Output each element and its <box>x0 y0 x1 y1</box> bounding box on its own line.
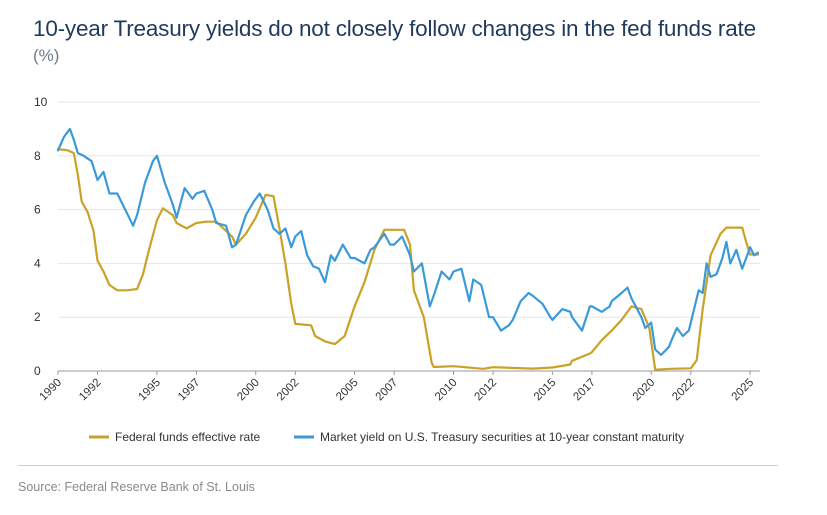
y-tick-label: 10 <box>34 95 48 109</box>
x-tick-label: 2010 <box>433 377 460 404</box>
x-tick-label: 2002 <box>275 377 302 404</box>
grid-lines <box>58 101 760 372</box>
y-axis: 0 2 4 6 8 10 <box>34 95 48 378</box>
y-tick-label: 0 <box>34 364 41 378</box>
unit-label: (%) <box>33 46 60 65</box>
x-tick-label: 1992 <box>77 377 104 404</box>
x-tick-label: 2005 <box>334 377 361 404</box>
x-tick-label: 2022 <box>670 377 697 404</box>
legend: Federal funds effective rate Market yield… <box>89 430 684 444</box>
x-tick-label: 2012 <box>473 377 500 404</box>
series-line-treasury-10y <box>56 127 760 356</box>
x-tick-label: 2000 <box>235 377 262 404</box>
legend-label: Federal funds effective rate <box>115 430 261 444</box>
y-tick-label: 2 <box>34 310 41 324</box>
y-tick-label: 4 <box>34 256 41 270</box>
x-tick-label: 1997 <box>176 377 203 404</box>
x-tick-label: 2017 <box>571 377 598 404</box>
x-tick-label: 1990 <box>38 377 65 404</box>
line-chart: 0 2 4 6 8 10 1990 1992 1995 1997 2000 2002 2005 2007… <box>34 95 760 444</box>
x-tick-label: 2007 <box>374 377 401 404</box>
series-lines <box>56 127 760 371</box>
y-tick-label: 8 <box>34 149 41 163</box>
x-tick-label: 2015 <box>532 377 559 404</box>
y-tick-label: 6 <box>34 203 41 217</box>
legend-label: Market yield on U.S. Treasury securities… <box>320 430 684 444</box>
x-tick-label: 1995 <box>136 377 163 404</box>
x-axis: 1990 1992 1995 1997 2000 2002 2005 2007 2010 2012… <box>38 371 757 404</box>
x-tick-label: 2020 <box>631 377 658 404</box>
series-line-fed-funds <box>56 148 760 371</box>
x-tick-label: 2025 <box>730 377 757 404</box>
chart-title: 10-year Treasury yields do not closely f… <box>33 16 756 41</box>
footer-divider <box>18 465 778 466</box>
source-note: Source: Federal Reserve Bank of St. Loui… <box>18 480 255 494</box>
